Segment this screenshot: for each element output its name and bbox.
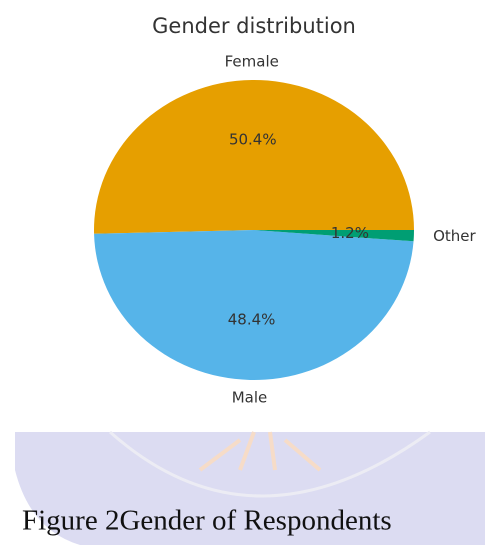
- figure-caption: Figure 2Gender of Respondents: [22, 505, 392, 537]
- percent-label: 50.4%: [229, 131, 277, 149]
- slice-label: Male: [232, 388, 268, 406]
- percent-label: 48.4%: [228, 310, 276, 328]
- percent-label: 1.2%: [331, 224, 369, 242]
- slice-label: Other: [433, 227, 476, 245]
- pie-slice: [94, 80, 414, 234]
- page: Gender distribution Female 50.4% Male 48.4%…: [0, 0, 485, 545]
- pie-slice: [94, 230, 413, 380]
- slice-label: Female: [225, 53, 279, 71]
- chart-title: Gender distribution: [152, 14, 356, 38]
